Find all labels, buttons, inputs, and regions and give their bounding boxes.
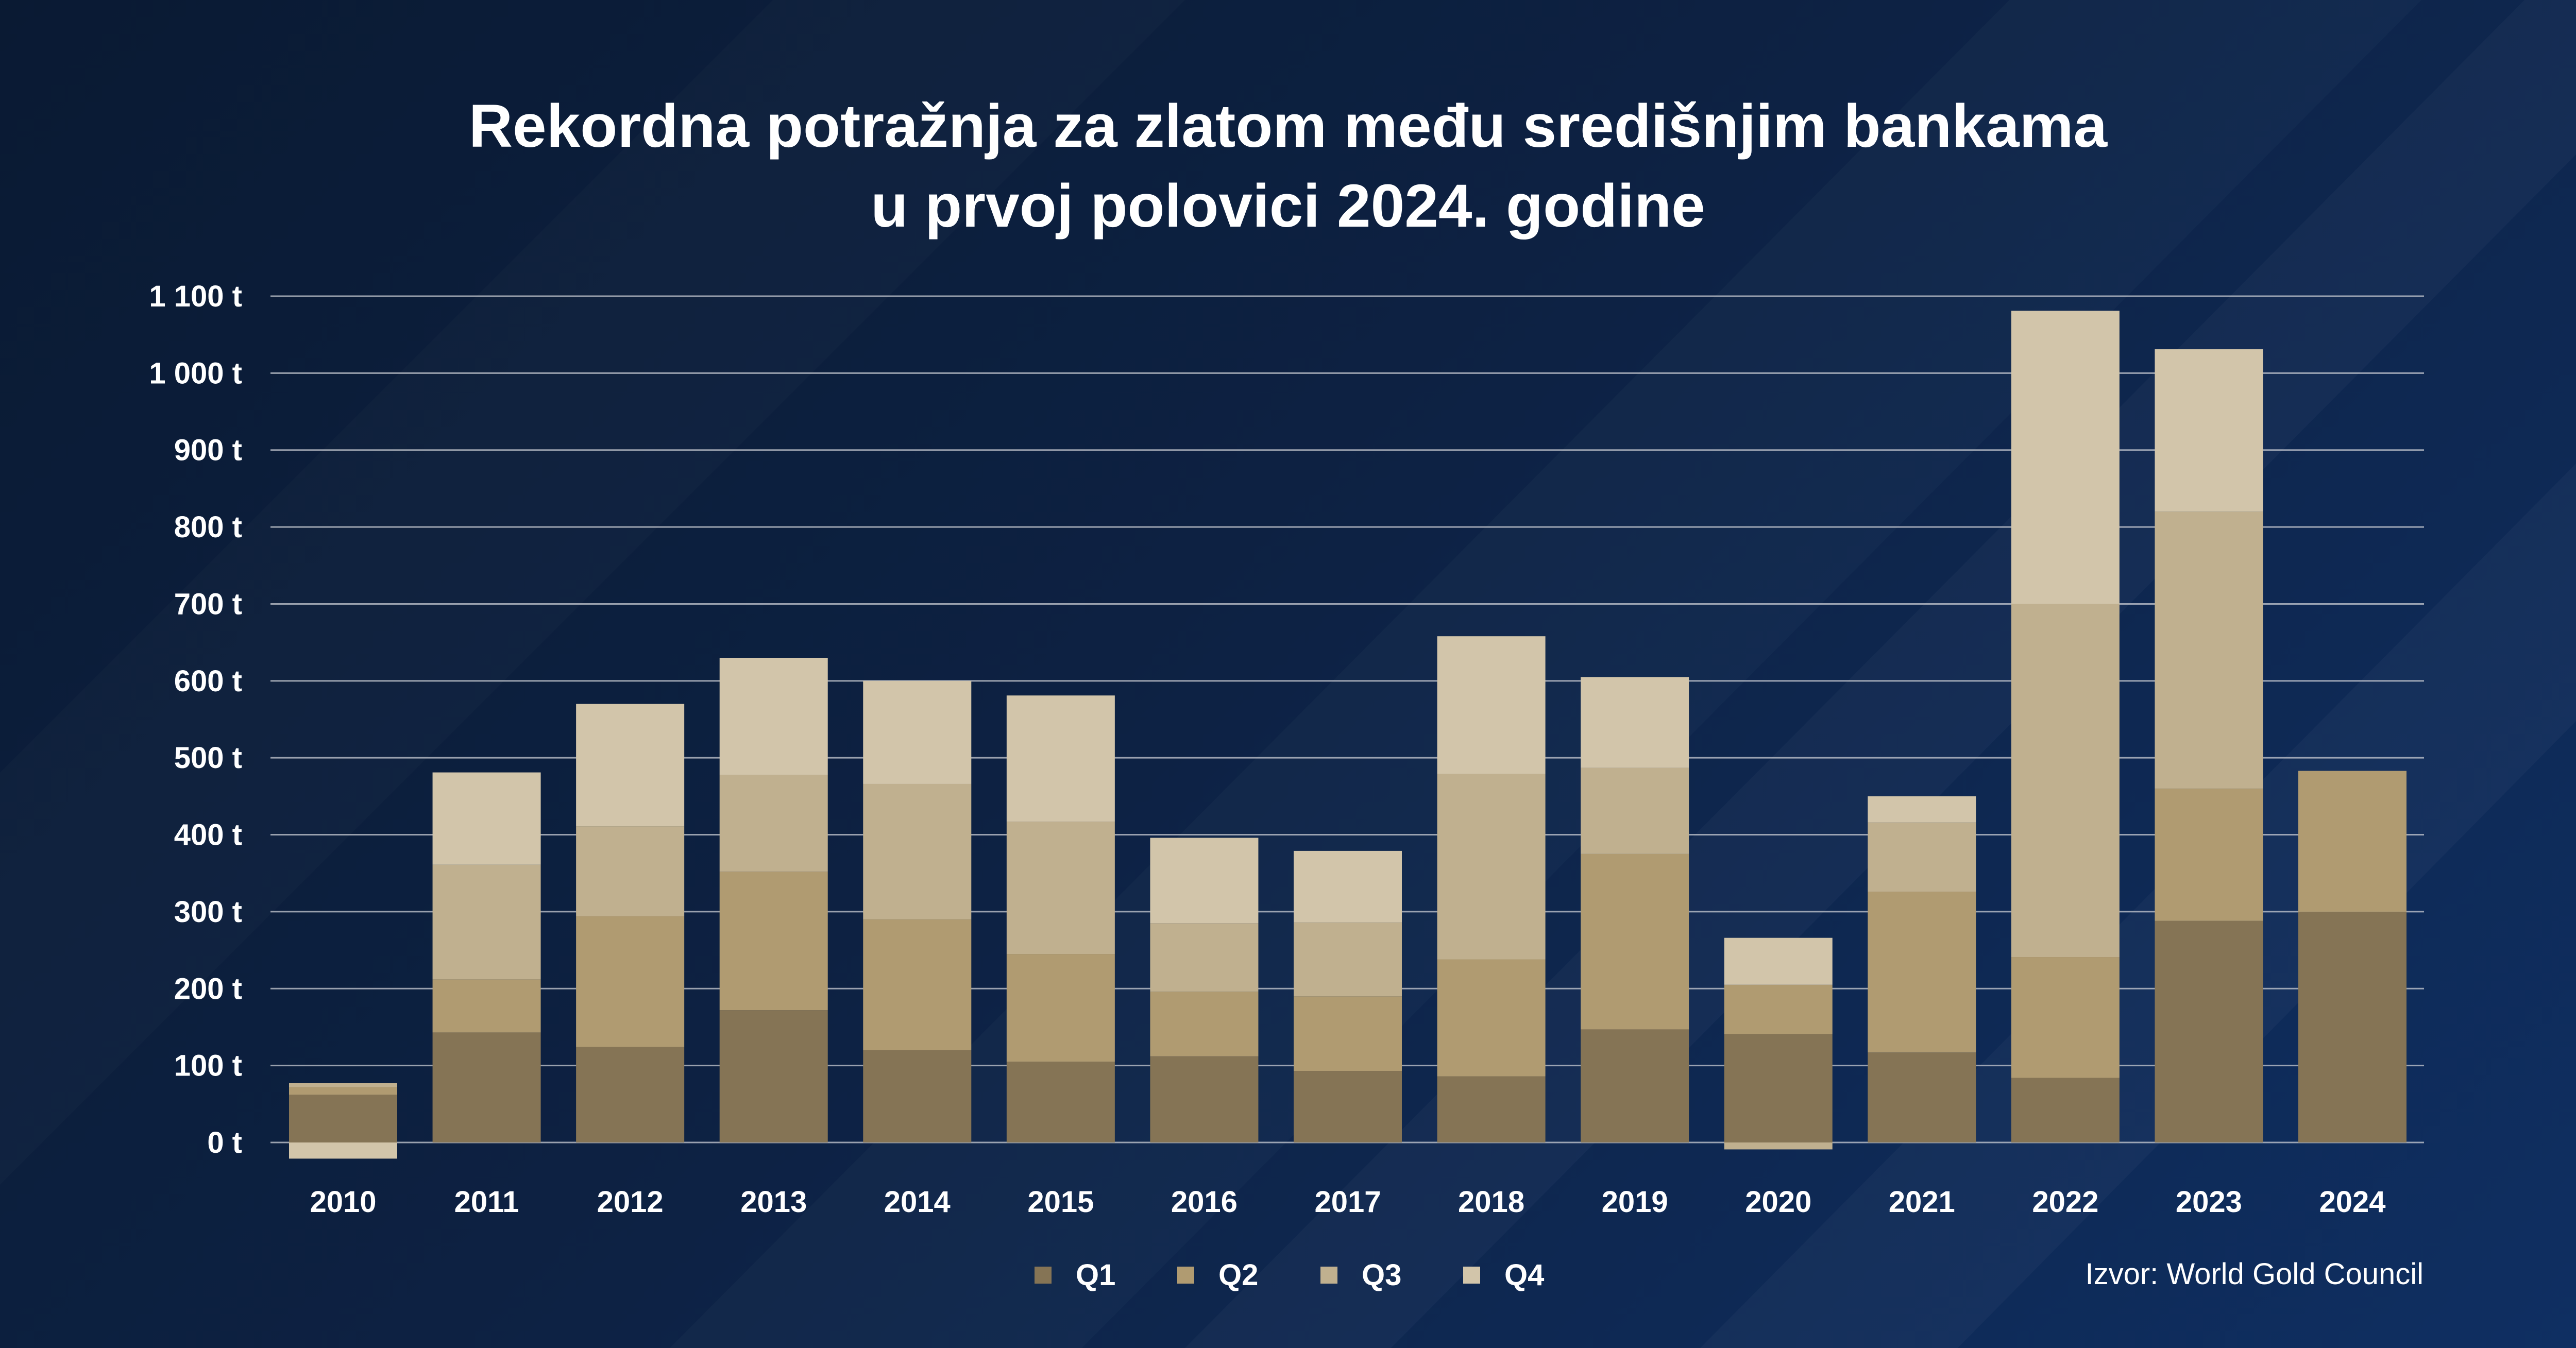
bar-q2-2014 xyxy=(863,919,972,1050)
bar-q4-2021 xyxy=(1868,796,1976,823)
y-tick-label: 1 100 t xyxy=(149,280,242,313)
bar-q3-2010 xyxy=(289,1083,397,1087)
x-tick-label: 2016 xyxy=(1171,1185,1238,1219)
bar-q4-2019 xyxy=(1581,677,1689,768)
bar-q3-2023 xyxy=(2155,511,2263,789)
y-tick-label: 0 t xyxy=(207,1126,242,1159)
bar-q2-2010 xyxy=(289,1087,397,1095)
bar-q2-2019 xyxy=(1581,854,1689,1030)
bar-q1-2014 xyxy=(863,1050,972,1142)
legend-swatch-q2 xyxy=(1177,1267,1194,1284)
bar-q3-2015 xyxy=(1006,822,1115,954)
source-note: Izvor: World Gold Council xyxy=(2085,1257,2424,1291)
bar-q1-2021 xyxy=(1868,1052,1976,1142)
bar-q4-2014 xyxy=(863,680,972,784)
x-tick-label: 2017 xyxy=(1314,1185,1381,1219)
bar-q4-2010 xyxy=(289,1142,397,1159)
chart-title-line-1: Rekordna potražnja za zlatom među središ… xyxy=(468,92,2108,160)
bar-q2-2013 xyxy=(719,872,828,1011)
bar-q2-2011 xyxy=(432,979,541,1033)
bar-q2-2024 xyxy=(2298,771,2406,912)
y-tick-label: 600 t xyxy=(174,664,242,698)
legend-label-q1: Q1 xyxy=(1076,1258,1115,1292)
bar-q1-2019 xyxy=(1581,1029,1689,1142)
y-tick-label: 800 t xyxy=(174,510,242,544)
bar-q3-2018 xyxy=(1437,774,1546,960)
bar-q3-2011 xyxy=(432,864,541,980)
bar-q4-2012 xyxy=(576,704,685,827)
x-tick-label: 2021 xyxy=(1889,1185,1955,1219)
bar-q2-2018 xyxy=(1437,959,1546,1077)
bar-q3-2016 xyxy=(1150,923,1259,992)
bar-q4-2013 xyxy=(719,658,828,775)
legend-label-q2: Q2 xyxy=(1218,1258,1258,1292)
bar-q2-2017 xyxy=(1294,996,1402,1071)
bar-q1-2010 xyxy=(289,1095,397,1142)
legend-swatch-q1 xyxy=(1035,1267,1052,1284)
x-tick-label: 2013 xyxy=(740,1185,807,1219)
bar-q3-2014 xyxy=(863,783,972,919)
bar-q2-2021 xyxy=(1868,892,1976,1053)
legend-swatch-q4 xyxy=(1463,1267,1480,1284)
x-tick-label: 2014 xyxy=(884,1185,951,1219)
x-tick-label: 2023 xyxy=(2176,1185,2242,1219)
y-tick-label: 200 t xyxy=(174,972,242,1005)
bar-q1-2016 xyxy=(1150,1056,1259,1142)
y-tick-label: 1 000 t xyxy=(149,356,242,390)
bar-q4-2018 xyxy=(1437,636,1546,774)
bar-q1-2018 xyxy=(1437,1076,1546,1142)
bar-q1-2017 xyxy=(1294,1071,1402,1142)
bar-q4-2022 xyxy=(2011,311,2120,604)
x-tick-label: 2010 xyxy=(310,1185,376,1219)
x-tick-label: 2012 xyxy=(597,1185,664,1219)
bar-q2-2015 xyxy=(1006,954,1115,1062)
bar-q1-2024 xyxy=(2298,911,2406,1142)
y-tick-label: 300 t xyxy=(174,895,242,929)
bar-q4-2016 xyxy=(1150,838,1259,924)
bar-q3-2013 xyxy=(719,775,828,872)
bar-q2-2020 xyxy=(1724,984,1833,1034)
y-tick-label: 100 t xyxy=(174,1049,242,1083)
bar-q3-2020-negative xyxy=(1724,1142,1833,1150)
bar-q3-2022 xyxy=(2011,604,2120,958)
y-tick-label: 900 t xyxy=(174,434,242,467)
y-tick-label: 700 t xyxy=(174,587,242,621)
bar-q3-2019 xyxy=(1581,767,1689,854)
legend-label-q4: Q4 xyxy=(1504,1258,1544,1292)
legend-label-q3: Q3 xyxy=(1362,1258,1401,1292)
bar-q2-2022 xyxy=(2011,957,2120,1078)
x-tick-label: 2019 xyxy=(1602,1185,1668,1219)
bar-q1-2012 xyxy=(576,1047,685,1142)
x-tick-label: 2011 xyxy=(454,1185,519,1219)
bar-q3-2021 xyxy=(1868,822,1976,892)
bar-q1-2023 xyxy=(2155,920,2263,1142)
bar-q2-2016 xyxy=(1150,992,1259,1056)
bar-q1-2013 xyxy=(719,1010,828,1142)
bar-q4-2017 xyxy=(1294,850,1402,923)
bar-q4-2015 xyxy=(1006,695,1115,822)
x-tick-label: 2022 xyxy=(2032,1185,2098,1219)
bar-q1-2020 xyxy=(1724,1034,1833,1142)
x-tick-label: 2018 xyxy=(1458,1185,1524,1219)
legend-swatch-q3 xyxy=(1320,1267,1337,1284)
x-tick-label: 2015 xyxy=(1027,1185,1094,1219)
bar-q1-2015 xyxy=(1006,1062,1115,1142)
bar-q2-2012 xyxy=(576,916,685,1047)
y-tick-label: 400 t xyxy=(174,818,242,852)
bar-q3-2012 xyxy=(576,826,685,916)
x-tick-label: 2024 xyxy=(2319,1185,2385,1219)
bar-q4-2023 xyxy=(2155,349,2263,512)
bar-q4-2020 xyxy=(1724,937,1833,985)
bar-q1-2011 xyxy=(432,1032,541,1142)
bar-q2-2023 xyxy=(2155,788,2263,921)
bar-q1-2022 xyxy=(2011,1078,2120,1142)
chart-title-line-2: u prvoj polovici 2024. godine xyxy=(871,172,1705,240)
bar-q4-2011 xyxy=(432,772,541,865)
y-tick-label: 500 t xyxy=(174,741,242,775)
bar-q3-2017 xyxy=(1294,922,1402,997)
x-tick-label: 2020 xyxy=(1745,1185,1811,1219)
